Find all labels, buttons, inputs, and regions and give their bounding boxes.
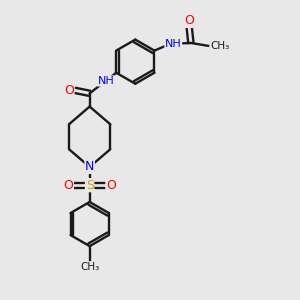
Text: O: O	[106, 179, 116, 192]
Text: O: O	[184, 14, 194, 27]
Text: O: O	[64, 179, 74, 192]
Text: O: O	[64, 84, 74, 97]
Text: NH: NH	[98, 76, 114, 86]
Text: S: S	[86, 179, 94, 192]
Text: NH: NH	[165, 39, 181, 49]
Text: N: N	[85, 160, 94, 173]
Text: CH₃: CH₃	[210, 41, 229, 51]
Text: CH₃: CH₃	[80, 262, 99, 272]
